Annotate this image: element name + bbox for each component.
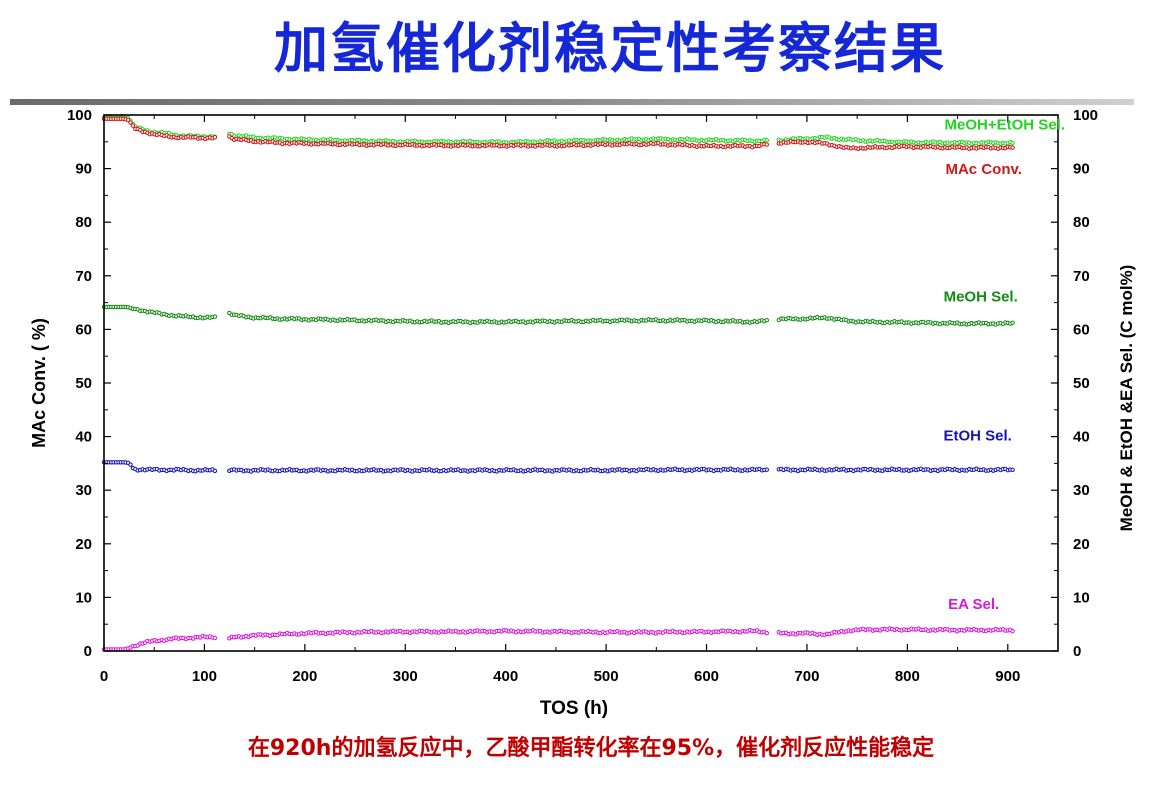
data-point xyxy=(1010,467,1015,472)
y-tick-label-left: 50 xyxy=(75,375,92,392)
series-ea-sel- xyxy=(101,626,1015,652)
plot-frame xyxy=(103,114,1059,652)
y-tick-label-left: 0 xyxy=(84,643,92,660)
y-tick-label-left: 40 xyxy=(75,429,92,446)
x-tick-label: 900 xyxy=(995,668,1020,685)
x-tick-label: 300 xyxy=(393,668,418,685)
x-tick-label: 100 xyxy=(192,668,217,685)
caption: 在920h的加氢反应中，乙酸甲酯转化率在95%，催化剂反应性能稳定 xyxy=(247,736,935,761)
y-tick-label-right: 20 xyxy=(1073,536,1090,553)
data-point xyxy=(1010,320,1015,325)
data-point xyxy=(764,142,769,147)
data-point xyxy=(212,314,218,319)
y-tick-label-right: 90 xyxy=(1073,161,1090,178)
series-annotation: MAc Conv. xyxy=(945,161,1021,178)
data-point xyxy=(764,138,769,143)
y-axis-title-left: MAc Conv. ( %) xyxy=(29,318,49,448)
y-tick-label-right: 100 xyxy=(1073,107,1098,124)
series-annotation: EA Sel. xyxy=(948,596,999,613)
data-point xyxy=(130,123,136,128)
y-tick-label-left: 80 xyxy=(75,214,92,231)
series-mac-conv- xyxy=(101,116,1015,152)
axis-ticks xyxy=(103,114,1058,652)
data-point xyxy=(128,120,133,125)
series-annotation: MeOH+EtOH Sel. xyxy=(945,116,1065,133)
y-tick-label-right: 80 xyxy=(1073,214,1090,231)
data-point xyxy=(1010,140,1015,146)
y-axis-title-right: MeOH & EtOH &EA Sel. (C mol%) xyxy=(1117,265,1136,532)
data-point xyxy=(125,117,131,123)
y-tick-label-left: 90 xyxy=(75,161,92,178)
data-point xyxy=(212,635,218,641)
y-tick-label-right: 70 xyxy=(1073,268,1090,285)
data-point xyxy=(212,135,218,140)
series-annotation: EtOH Sel. xyxy=(943,427,1011,444)
x-tick-label: 800 xyxy=(895,668,920,685)
data-point xyxy=(764,631,769,636)
series-meoh-sel- xyxy=(101,304,1015,327)
data-point xyxy=(764,318,769,323)
data-point xyxy=(128,462,133,467)
y-tick-label-left: 60 xyxy=(75,321,92,338)
series-etoh-sel- xyxy=(101,460,1015,474)
y-tick-label-right: 50 xyxy=(1073,375,1090,392)
data-point xyxy=(1010,145,1015,150)
x-axis-title: TOS (h) xyxy=(540,698,608,719)
chart-marks xyxy=(101,115,1015,652)
x-tick-label: 700 xyxy=(794,668,819,685)
y-tick-label-right: 40 xyxy=(1073,429,1090,446)
series-annotations: MeOH+EtOH Sel. MAc Conv. MeOH Sel. EtOH Sel… xyxy=(943,116,1065,613)
y-tick-label-left: 10 xyxy=(75,589,92,606)
y-tick-label-left: 30 xyxy=(75,482,92,499)
title-divider xyxy=(10,99,1134,105)
x-tick-label: 600 xyxy=(694,668,719,685)
data-point xyxy=(764,467,769,472)
x-tick-label: 400 xyxy=(493,668,518,685)
y-tick-label-left: 100 xyxy=(67,107,92,124)
data-point xyxy=(1010,629,1015,634)
slide-title: 加氢催化剂稳定性考察结果 xyxy=(274,17,946,80)
y-tick-label-right: 0 xyxy=(1073,643,1081,660)
x-tick-label: 500 xyxy=(594,668,619,685)
y-tick-label-right: 60 xyxy=(1073,321,1090,338)
data-point xyxy=(212,468,218,474)
y-tick-label-left: 70 xyxy=(75,268,92,285)
y-tick-label-left: 20 xyxy=(75,536,92,553)
y-tick-label-right: 30 xyxy=(1073,482,1090,499)
y-tick-label-right: 10 xyxy=(1073,589,1090,606)
series-annotation: MeOH Sel. xyxy=(944,289,1018,306)
x-tick-label: 0 xyxy=(100,668,108,685)
x-tick-label: 200 xyxy=(292,668,317,685)
